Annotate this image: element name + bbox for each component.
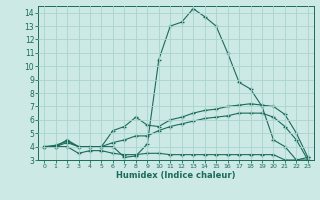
X-axis label: Humidex (Indice chaleur): Humidex (Indice chaleur) — [116, 171, 236, 180]
